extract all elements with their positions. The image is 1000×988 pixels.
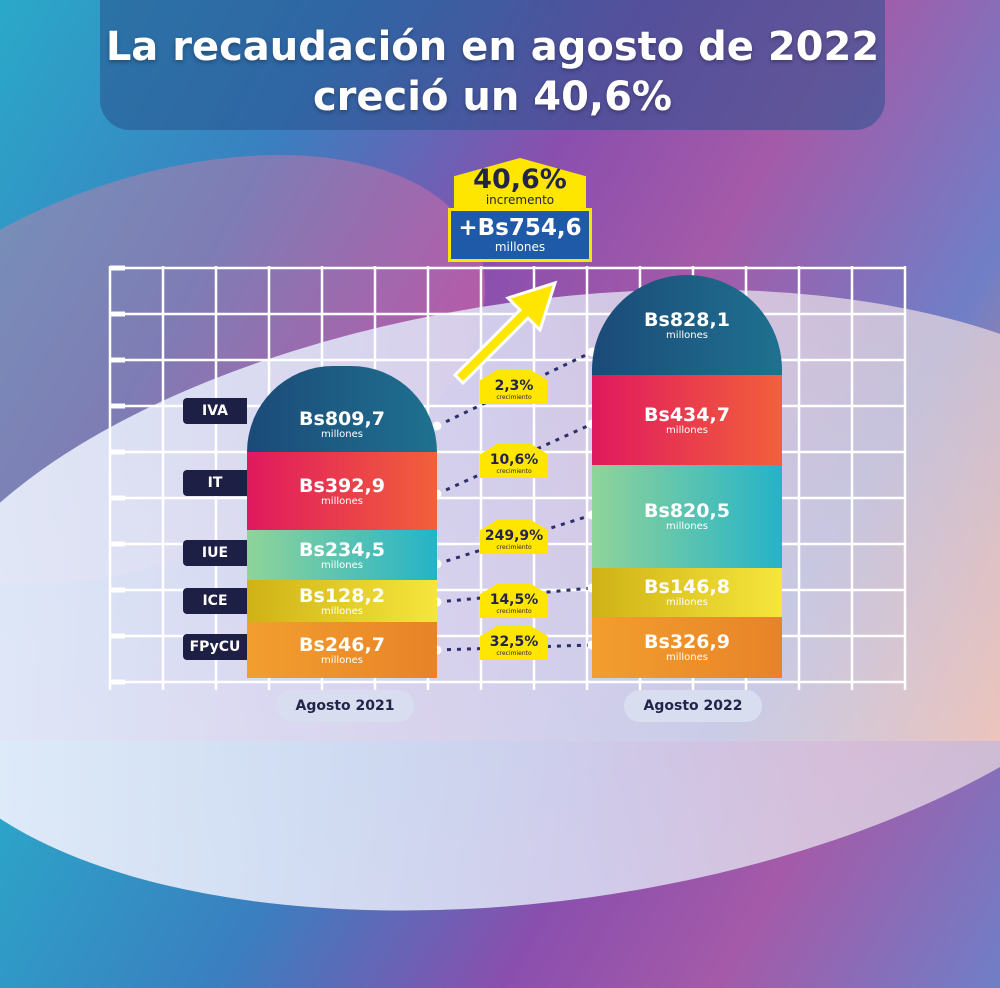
page-title: La recaudación en agosto de 2022 creció … <box>105 24 880 120</box>
growth-badge-iue: 249,9% crecimiento <box>480 520 548 554</box>
growth-label: crecimiento <box>496 544 532 551</box>
total-growth-label: incremento <box>485 193 555 207</box>
growth-percent: 2,3% <box>494 378 534 394</box>
segment-value: Bs828,1 <box>644 308 730 331</box>
growth-badge-ice: 14,5% crecimiento <box>480 584 548 618</box>
connector-dot <box>432 421 442 431</box>
segment-value: Bs234,5 <box>299 538 385 561</box>
connector-line <box>436 422 593 496</box>
segment-value: Bs326,9 <box>644 631 730 653</box>
x-label-2021: Agosto 2021 <box>276 690 414 722</box>
growth-label: crecimiento <box>496 394 532 401</box>
bar-segment-ice-2021: Bs128,2 millones <box>247 580 437 622</box>
segment-value: Bs128,2 <box>299 584 385 607</box>
tax-label-it: IT <box>183 470 247 496</box>
growth-badge-it: 10,6% crecimiento <box>480 444 548 478</box>
bar-segment-it-2021: Bs392,9 millones <box>247 452 437 530</box>
connector-line <box>436 350 593 428</box>
title-panel <box>100 0 885 130</box>
segment-unit: millones <box>321 428 363 440</box>
growth-percent: 14,5% <box>489 592 539 608</box>
segment-unit: millones <box>666 597 708 608</box>
growth-badge-fpycu: 32,5% crecimiento <box>480 626 548 660</box>
bar-segment-fpycu-2021: Bs246,7 millones <box>247 622 437 678</box>
bar-segment-it-2022: Bs434,7 millones <box>592 375 782 465</box>
segment-value: Bs434,7 <box>644 403 730 426</box>
segment-value: Bs820,5 <box>644 500 730 522</box>
total-growth-percent: 40,6% <box>473 164 567 195</box>
growth-label: crecimiento <box>496 650 532 657</box>
bar-segment-fpycu-2022: Bs326,9 millones <box>592 617 782 678</box>
segment-unit: millones <box>321 559 363 571</box>
total-growth-amount: +Bs754,6 <box>458 215 582 241</box>
segment-unit: millones <box>321 605 363 617</box>
growth-percent: 32,5% <box>489 634 539 650</box>
bar-segment-iue-2022: Bs820,5 millones <box>592 465 782 568</box>
segment-unit: millones <box>666 329 708 341</box>
segment-unit: millones <box>321 654 363 666</box>
growth-label: crecimiento <box>496 468 532 475</box>
bar-segment-ice-2022: Bs146,8 millones <box>592 568 782 617</box>
tax-label-iue: IUE <box>183 540 247 566</box>
x-label-2022: Agosto 2022 <box>624 690 762 722</box>
segment-unit: millones <box>666 521 708 532</box>
bar-segment-iue-2021: Bs234,5 millones <box>247 530 437 580</box>
segment-unit: millones <box>666 424 708 436</box>
segment-unit: millones <box>666 652 708 663</box>
growth-arrow-icon <box>452 280 558 386</box>
growth-badge-iva: 2,3% crecimiento <box>480 370 548 404</box>
tax-label-iva: IVA <box>183 398 247 424</box>
segment-value: Bs809,7 <box>299 407 385 430</box>
tax-label-fpycu: FPyCU <box>183 634 247 660</box>
segment-unit: millones <box>321 495 363 507</box>
segment-value: Bs246,7 <box>299 633 385 656</box>
segment-value: Bs392,9 <box>299 474 385 497</box>
total-growth-unit: millones <box>494 240 546 254</box>
growth-label: crecimiento <box>496 608 532 615</box>
growth-percent: 10,6% <box>489 452 539 468</box>
segment-value: Bs146,8 <box>644 576 730 598</box>
growth-percent: 249,9% <box>484 528 544 544</box>
tax-label-ice: ICE <box>183 588 247 614</box>
total-growth-badge: 40,6% incremento +Bs754,6 millones <box>448 158 592 262</box>
